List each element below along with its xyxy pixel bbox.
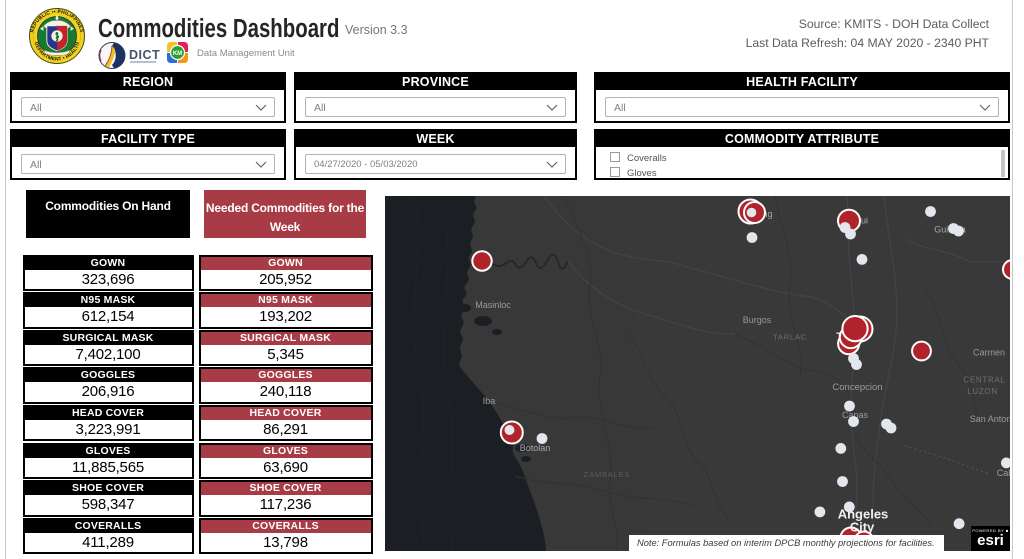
svg-text:Masinloc: Masinloc xyxy=(475,300,511,310)
svg-text:Angeles: Angeles xyxy=(838,507,889,522)
svg-text:TARLAC: TARLAC xyxy=(773,333,807,342)
svg-text:City: City xyxy=(850,520,875,535)
svg-text:KM: KM xyxy=(173,51,182,57)
svg-text:CENTRAL: CENTRAL xyxy=(963,376,1005,385)
svg-text:Burgos: Burgos xyxy=(743,315,772,325)
svg-text:Botolan: Botolan xyxy=(520,443,551,453)
svg-text:San Antonio: San Antonio xyxy=(970,414,1010,424)
svg-text:Iba: Iba xyxy=(483,396,496,406)
svg-text:LUZON: LUZON xyxy=(967,387,998,396)
svg-text:ZAMBALES: ZAMBALES xyxy=(584,470,630,479)
svg-text:Concepcion: Concepcion xyxy=(832,382,882,393)
svg-text:DICT: DICT xyxy=(129,48,160,62)
svg-text:Carmen: Carmen xyxy=(973,348,1005,358)
svg-text:Data Management Unit: Data Management Unit xyxy=(197,48,295,59)
svg-text:Cab: Cab xyxy=(997,468,1010,478)
svg-text:Capas: Capas xyxy=(842,410,869,420)
